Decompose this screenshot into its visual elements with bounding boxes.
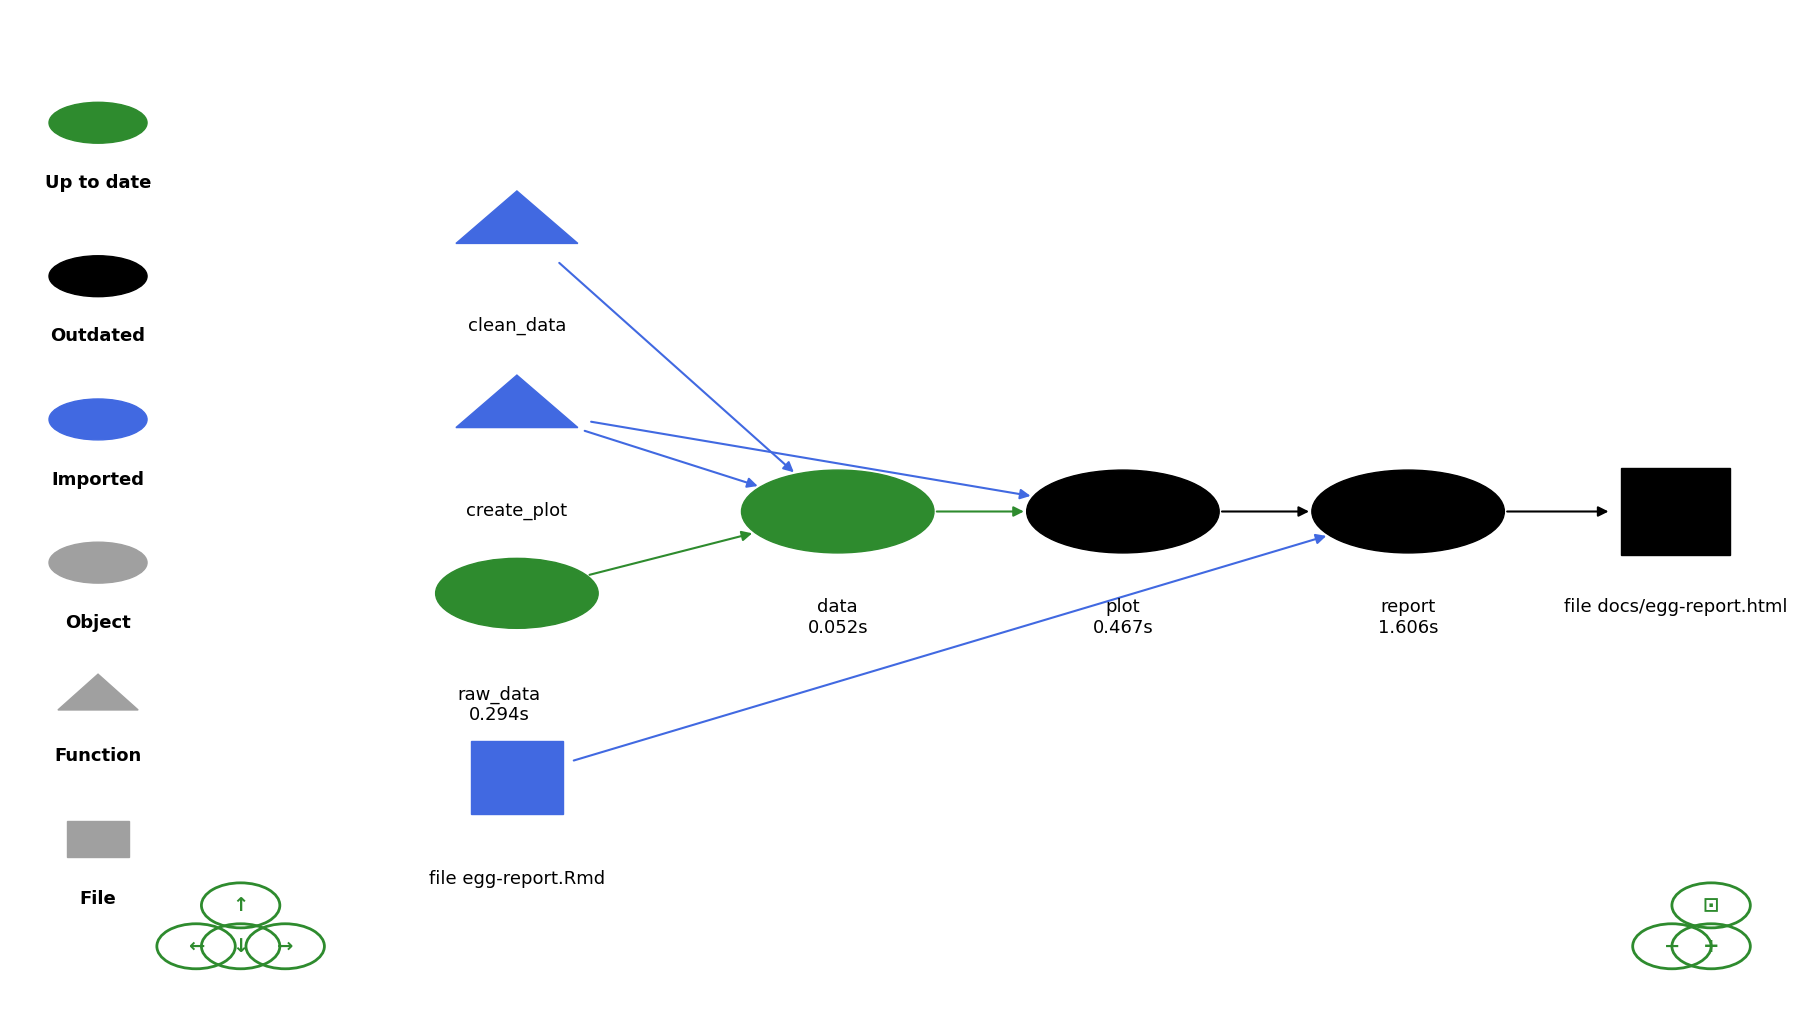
- Ellipse shape: [1312, 471, 1504, 552]
- Text: create_plot: create_plot: [467, 501, 568, 520]
- Text: −: −: [1663, 937, 1680, 955]
- Text: File: File: [80, 890, 116, 908]
- FancyBboxPatch shape: [471, 741, 563, 814]
- Text: report
1.606s: report 1.606s: [1377, 598, 1439, 637]
- Text: ↓: ↓: [232, 937, 248, 955]
- Text: ←: ←: [188, 937, 205, 955]
- Polygon shape: [58, 674, 138, 710]
- Text: →: →: [277, 937, 293, 955]
- Polygon shape: [456, 375, 577, 428]
- Text: Imported: Imported: [51, 471, 145, 489]
- Text: Object: Object: [65, 614, 130, 632]
- Text: Outdated: Outdated: [51, 327, 145, 346]
- Text: Up to date: Up to date: [45, 174, 152, 192]
- Text: ↑: ↑: [232, 896, 248, 915]
- Ellipse shape: [49, 542, 147, 583]
- Ellipse shape: [49, 399, 147, 440]
- Text: ⊡: ⊡: [1703, 896, 1719, 915]
- FancyBboxPatch shape: [67, 820, 129, 857]
- Ellipse shape: [1026, 471, 1220, 552]
- Text: file egg-report.Rmd: file egg-report.Rmd: [429, 870, 605, 888]
- Ellipse shape: [49, 102, 147, 143]
- Text: clean_data: clean_data: [467, 317, 567, 336]
- Text: plot
0.467s: plot 0.467s: [1093, 598, 1153, 637]
- FancyBboxPatch shape: [1622, 469, 1730, 554]
- Text: raw_data
0.294s: raw_data 0.294s: [458, 685, 541, 724]
- Text: data
0.052s: data 0.052s: [807, 598, 869, 637]
- Text: +: +: [1703, 937, 1719, 955]
- Text: Function: Function: [54, 747, 141, 765]
- Ellipse shape: [436, 559, 597, 628]
- Ellipse shape: [742, 471, 934, 552]
- Ellipse shape: [49, 256, 147, 297]
- Polygon shape: [456, 191, 577, 243]
- Text: file docs/egg-report.html: file docs/egg-report.html: [1564, 598, 1786, 617]
